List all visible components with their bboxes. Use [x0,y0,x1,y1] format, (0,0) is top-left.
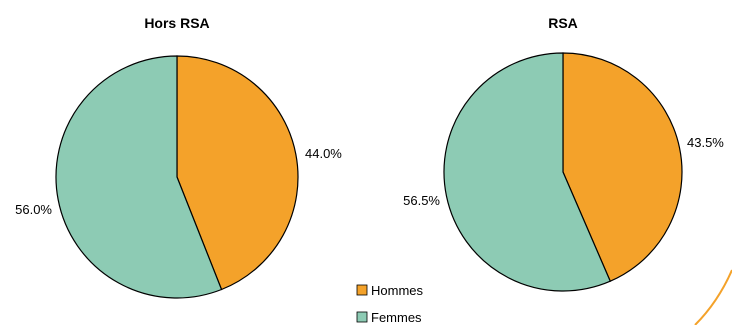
pie-slice-hommes-rsa [562,52,683,283]
slice-label-femmes-hors-rsa: 56.0% [15,202,52,217]
decorative-arc [694,269,732,325]
pie-slice-femmes-hors-rsa [55,55,223,299]
legend-label-femmes: Femmes [371,310,422,325]
legend-swatch-hommes [356,284,368,296]
pie-slice-hommes-hors-rsa [176,55,299,291]
slice-label-hommes-rsa: 43.5% [687,135,724,150]
legend-item-hommes: Hommes [356,283,424,298]
slice-label-hommes-hors-rsa: 44.0% [305,146,342,161]
legend-item-femmes: Femmes [356,310,422,325]
legend: Hommes Femmes [356,283,424,325]
pie-slice-femmes-rsa [443,52,612,292]
pie-chart-rsa: RSA 43.5% 56.5% [403,15,724,292]
chart-title-hors-rsa: Hors RSA [144,15,209,31]
legend-label-hommes: Hommes [371,283,424,298]
slice-label-femmes-rsa: 56.5% [403,193,440,208]
pie-chart-hors-rsa: Hors RSA 44.0% 56.0% [15,15,342,299]
legend-swatch-femmes [356,311,368,323]
chart-title-rsa: RSA [548,15,578,31]
